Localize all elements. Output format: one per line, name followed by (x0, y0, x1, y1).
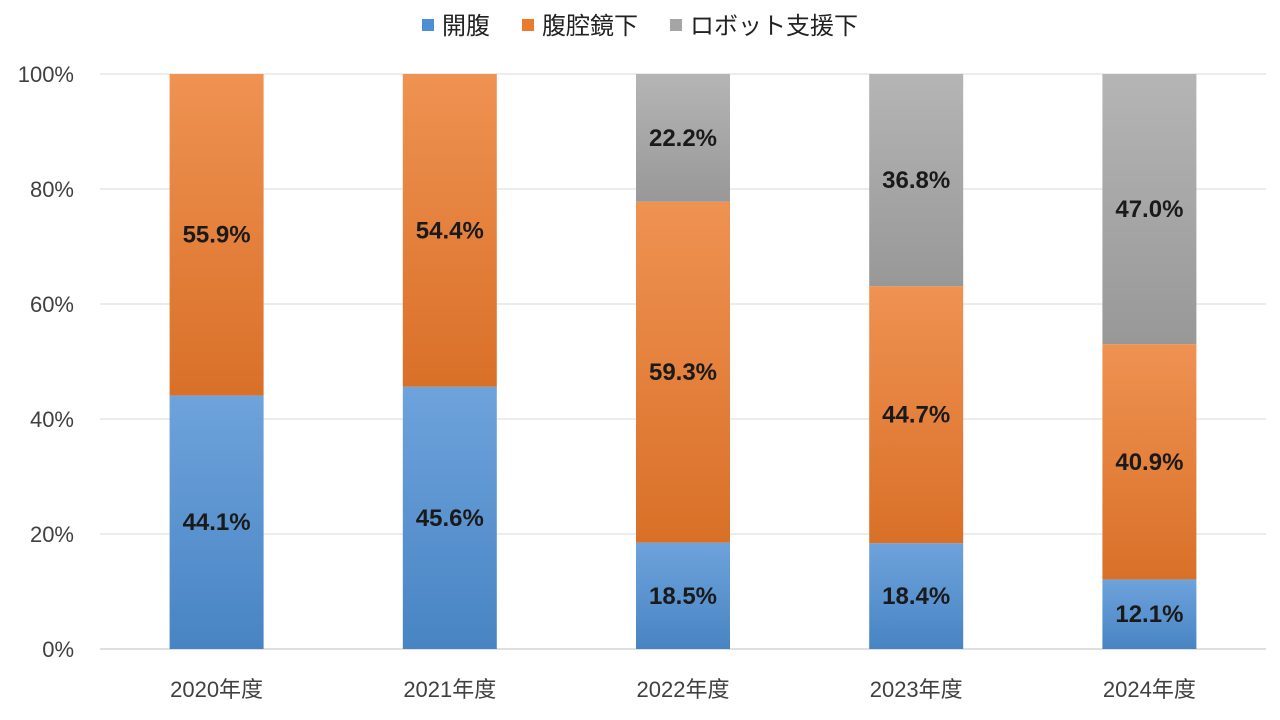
data-label: 18.5% (649, 583, 717, 610)
bar-segment (869, 286, 964, 544)
data-label: 55.9% (183, 222, 251, 249)
bar-segment (169, 395, 264, 649)
legend-item: 開腹 (422, 13, 490, 40)
y-tick-label: 60% (30, 292, 74, 317)
bar-segment (869, 543, 964, 649)
x-tick-label: 2021年度 (403, 677, 496, 702)
legend-swatch (522, 19, 534, 31)
legend-label: ロボット支援下 (690, 13, 858, 40)
data-label: 47.0% (1115, 196, 1183, 223)
bar-segment (636, 201, 730, 543)
x-axis-tick-labels: 2020年度 2021年度 2022年度 2023年度 2024年度 (170, 677, 1196, 702)
y-tick-label: 20% (30, 522, 74, 547)
data-label: 44.1% (183, 509, 251, 536)
legend-item: 腹腔鏡下 (522, 13, 638, 40)
legend-item: ロボット支援下 (670, 13, 858, 40)
bar-segment (402, 74, 497, 387)
bar-segment (169, 74, 264, 396)
x-tick-label: 2020年度 (170, 677, 263, 702)
bars (169, 74, 1197, 649)
bar-segment (1102, 344, 1197, 580)
data-label: 45.6% (416, 505, 484, 532)
data-label: 40.9% (1115, 449, 1183, 476)
data-label: 36.8% (882, 167, 950, 194)
data-label: 22.2% (649, 125, 717, 152)
bar-segment (402, 386, 497, 649)
data-label: 18.4% (882, 583, 950, 610)
y-axis-tick-labels: 0% 20% 40% 60% 80% 100% (18, 62, 74, 662)
bar-segment (869, 74, 964, 287)
data-label: 54.4% (416, 217, 484, 244)
bar-segment (636, 74, 730, 202)
x-tick-label: 2022年度 (637, 677, 730, 702)
data-label: 44.7% (882, 402, 950, 429)
legend: 開腹 腹腔鏡下 ロボット支援下 (422, 13, 858, 40)
y-tick-label: 0% (42, 637, 74, 662)
y-tick-label: 40% (30, 407, 74, 432)
data-label: 59.3% (649, 359, 717, 386)
y-tick-label: 100% (18, 62, 74, 87)
data-labels: 44.1% 55.9% 45.6% 54.4% 18.5% 59.3% 22.2% 18.4%… (183, 125, 1184, 628)
legend-label: 腹腔鏡下 (542, 13, 638, 40)
legend-swatch (422, 19, 434, 31)
legend-label: 開腹 (442, 13, 490, 40)
data-label: 12.1% (1115, 601, 1183, 628)
legend-swatch (670, 19, 682, 31)
bar-segment (1102, 579, 1197, 649)
x-tick-label: 2023年度 (870, 677, 963, 702)
bar-segment (1102, 74, 1197, 345)
x-tick-label: 2024年度 (1103, 677, 1196, 702)
bar-segment (636, 542, 730, 649)
y-tick-label: 80% (30, 177, 74, 202)
